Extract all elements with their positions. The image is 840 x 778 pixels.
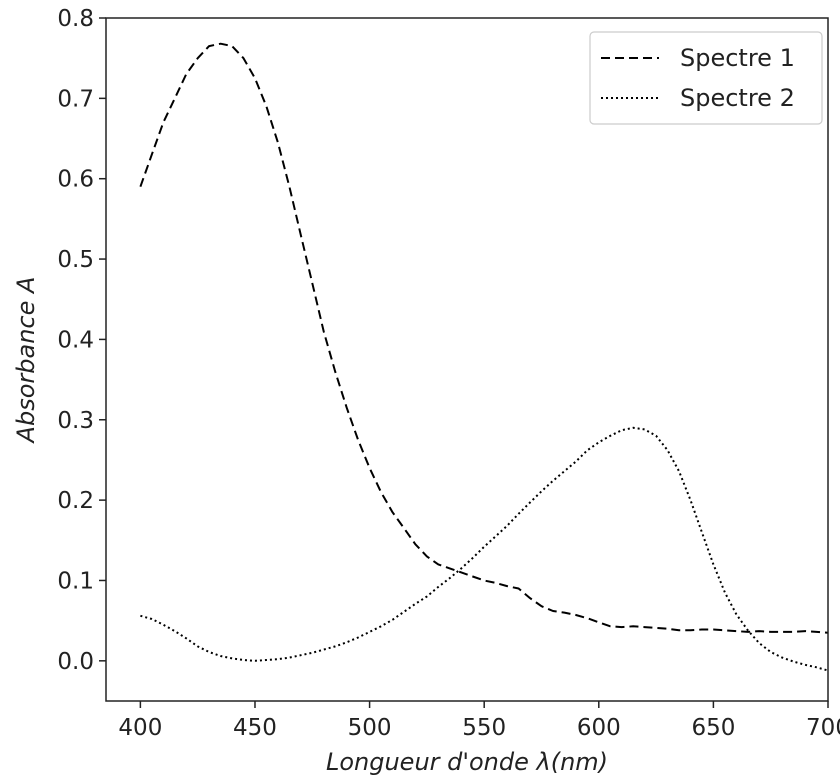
- y-tick-label: 0.8: [57, 6, 94, 32]
- legend-box: [589, 31, 823, 125]
- y-tick-label: 0.7: [57, 86, 94, 112]
- x-tick-label: 700: [806, 715, 840, 741]
- legend: Spectre 1 Spectre 2: [589, 31, 823, 125]
- series-line-spectre-1: [139, 42, 829, 634]
- plot-frame: [105, 17, 829, 702]
- y-tick-label: 0.1: [57, 568, 94, 594]
- series-line-spectre-2: [140, 426, 829, 672]
- x-axis-title: Longueur d'onde λ(nm): [326, 748, 608, 776]
- y-tick-label: 0.2: [57, 488, 94, 514]
- y-tick-label: 0.6: [57, 167, 94, 193]
- y-tick-label: 0.5: [57, 247, 94, 273]
- x-tick-label: 550: [462, 715, 506, 741]
- plot-area: [139, 42, 829, 672]
- legend-label-spectre-2: Spectre 2: [680, 84, 795, 112]
- x-tick-label: 400: [118, 715, 162, 741]
- y-tick-label: 0.0: [57, 649, 94, 675]
- y-axis: 0.0 0.1 0.2 0.3 0.4 0.5 0.6 0.7 0.8: [57, 6, 106, 675]
- x-tick-label: 500: [348, 715, 392, 741]
- y-tick-label: 0.3: [57, 408, 94, 434]
- x-axis: 400 450 500 550 600 650 700: [118, 701, 840, 741]
- y-axis-title: Absorbance A: [12, 277, 40, 445]
- legend-label-spectre-1: Spectre 1: [680, 44, 795, 72]
- x-tick-label: 600: [577, 715, 621, 741]
- y-tick-label: 0.4: [57, 327, 94, 353]
- x-tick-label: 450: [233, 715, 277, 741]
- x-tick-label: 650: [691, 715, 735, 741]
